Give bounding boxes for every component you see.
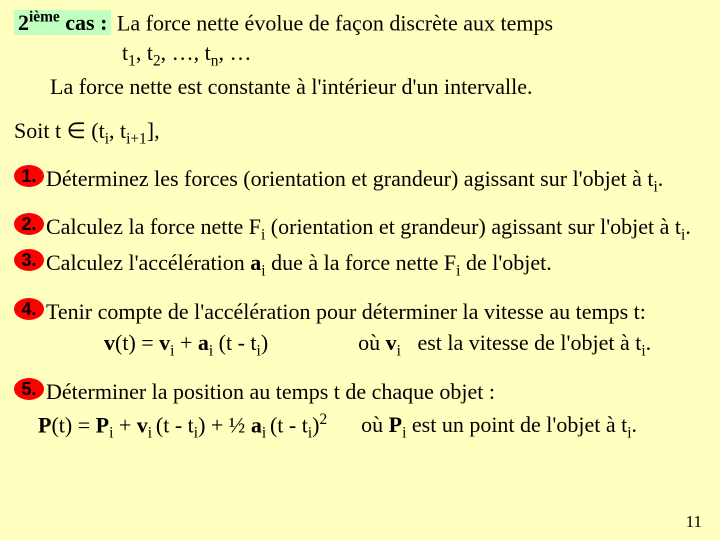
header-line2: t1, t2, …, tn, … — [122, 38, 706, 72]
step-bubble-5: 5. — [14, 378, 44, 400]
header-block: 2ième cas : La force nette évolue de faç… — [14, 8, 706, 102]
step-3: 3. Calculez l'accélération ai due à la f… — [14, 248, 706, 282]
step-text-1: Déterminez les forces (orientation et gr… — [46, 164, 706, 198]
step-4-formula-right: où vi est la vitesse de l'objet à ti. — [358, 328, 706, 362]
step-5-formula: P(t) = Pi + vi (t - ti) + ½ ai (t - ti)2… — [38, 410, 706, 445]
step-4-formula-left: v(t) = vi + ai (t - ti) — [104, 328, 268, 362]
step-text-2: Calculez la force nette Fi (orientation … — [46, 212, 706, 246]
header-text-1: La force nette évolue de façon discrète … — [117, 10, 553, 35]
step-bubble-1: 1. — [14, 165, 44, 187]
header-line1: 2ième cas : La force nette évolue de faç… — [14, 8, 706, 38]
step-4: 4. Tenir compte de l'accélération pour d… — [14, 297, 706, 363]
step-5-formula-left: P(t) = Pi + vi (t - ti) + ½ ai (t - ti)2 — [38, 410, 327, 445]
step-text-4: Tenir compte de l'accélération pour déte… — [46, 297, 706, 327]
step-2: 2. Calculez la force nette Fi (orientati… — [14, 212, 706, 246]
step-bubble-2: 2. — [14, 213, 44, 235]
header-line3: La force nette est constante à l'intérie… — [50, 72, 706, 102]
soit-line: Soit t ∈ (ti, ti+1], — [14, 116, 706, 150]
step-5: 5. Déterminer la position au temps t de … — [14, 377, 706, 407]
case-label: 2ième cas : — [14, 10, 111, 35]
step-text-5: Déterminer la position au temps t de cha… — [46, 377, 706, 407]
step-4-formula: v(t) = vi + ai (t - ti) où vi est la vit… — [104, 328, 706, 362]
step-5-formula-right: où Pi est un point de l'objet à ti. — [361, 410, 706, 445]
page-number: 11 — [686, 511, 702, 534]
step-bubble-3: 3. — [14, 249, 44, 271]
step-1: 1. Déterminez les forces (orientation et… — [14, 164, 706, 198]
step-bubble-4: 4. — [14, 298, 44, 320]
step-text-3: Calculez l'accélération ai due à la forc… — [46, 248, 706, 282]
